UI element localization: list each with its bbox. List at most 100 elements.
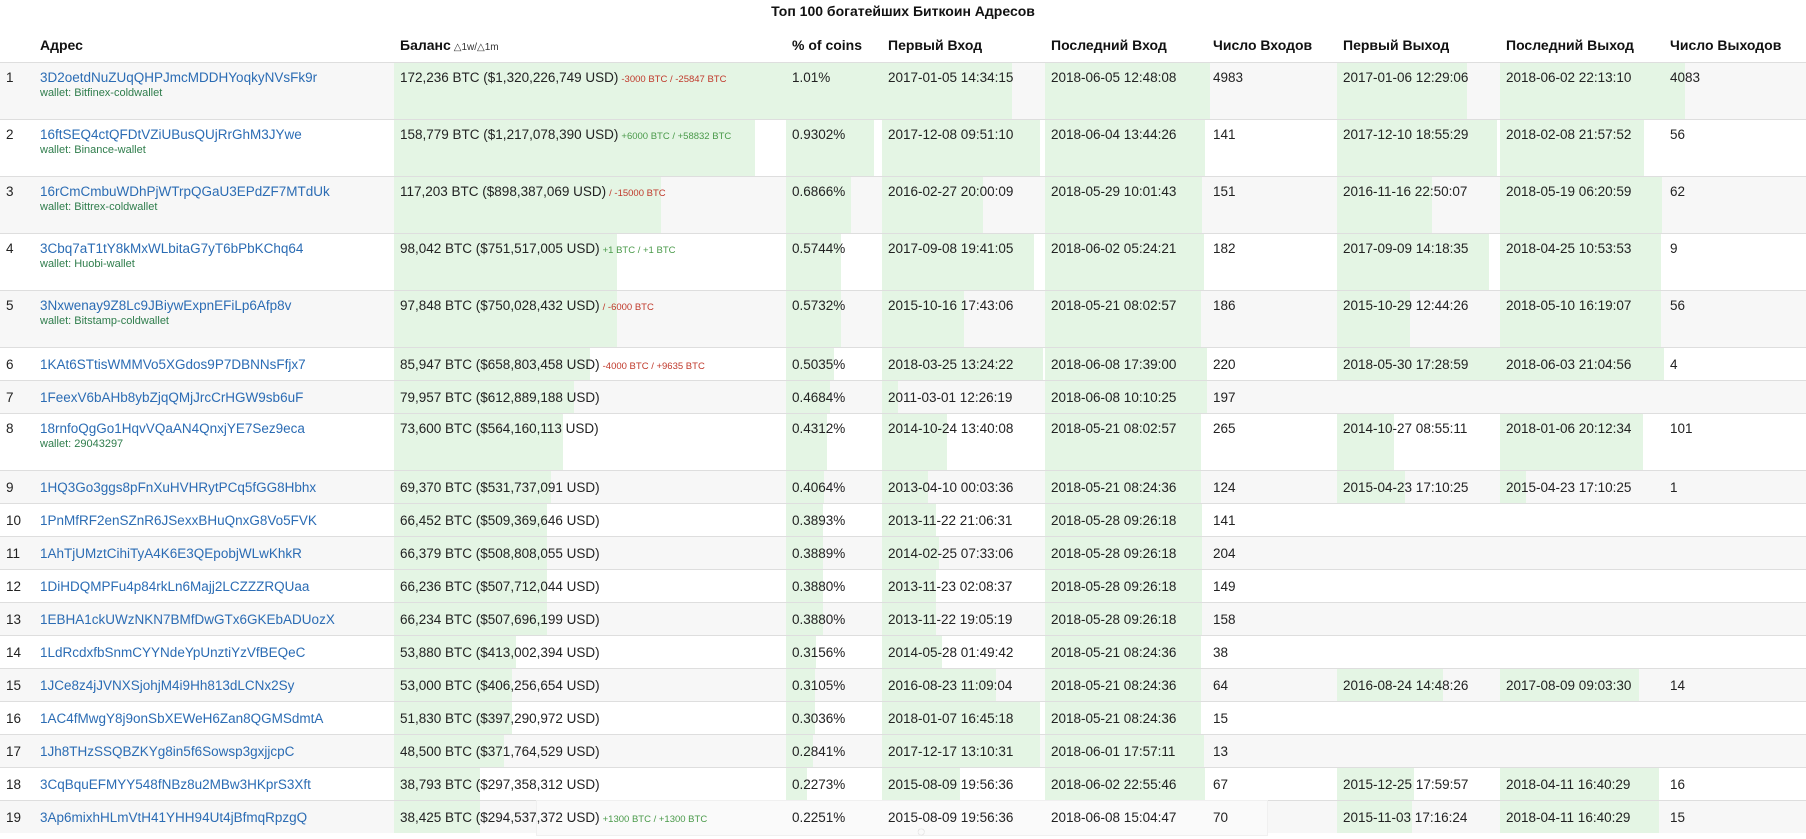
balance-cell-bar: [394, 669, 512, 701]
address-cell: 3D2oetdNuZUqQHPJmcMDDHYoqkyNVsFk9r wallet…: [34, 62, 394, 120]
address-link[interactable]: 1EBHA1ckUWzNKN7BMfDwGTx6GKEbADUozX: [40, 611, 335, 627]
col-ins-header[interactable]: Число Входов: [1213, 37, 1313, 53]
first-in-cell: 2011-03-01 12:26:19: [882, 380, 1045, 414]
address-link[interactable]: 16ftSEQ4ctQFDtVZiUBusQUjRrGhM3JYwe: [40, 127, 302, 142]
col-outs-header[interactable]: Число Выходов: [1670, 37, 1782, 53]
balance-cell: 172,236 BTC ($1,320,226,749 USD) -3000 BT…: [394, 62, 786, 120]
last-in-cell: 2018-06-01 17:57:11: [1045, 734, 1207, 768]
last-in-cell-bar: [1045, 636, 1201, 668]
first-out-cell: [1337, 536, 1500, 570]
col-last-in-header[interactable]: Последний Вход: [1051, 37, 1167, 53]
last-out-cell: [1500, 734, 1664, 768]
first-out-cell: 2015-11-03 17:16:24: [1337, 800, 1500, 833]
col-first-out-header[interactable]: Первый Выход: [1343, 37, 1450, 53]
ins-count-cell-value: 158: [1213, 611, 1236, 627]
balance-amount: 51,830 BTC ($397,290,972 USD): [400, 710, 600, 726]
first-in-cell-value: 2016-08-23 11:09:04: [888, 677, 1013, 693]
address-link[interactable]: 16rCmCmbuWDhPjWTrpQGaU3EPdZF7MTdUk: [40, 184, 330, 199]
first-in-cell-value: 2013-04-10 00:03:36: [888, 479, 1014, 495]
last-in-cell-bar: [1045, 603, 1203, 635]
balance-cell: 85,947 BTC ($658,803,458 USD) -4000 BTC /…: [394, 347, 786, 381]
col-first-in-header[interactable]: Первый Вход: [888, 37, 983, 53]
rich-list-table: Адрес Баланс △1w/△1m % of coins Первый Вх…: [0, 28, 1806, 833]
address-link[interactable]: 1LdRcdxfbSnmCYYNdeYpUnztiYzVfBEQeC: [40, 644, 306, 660]
last-out-cell-value: 2017-08-09 09:03:30: [1506, 677, 1632, 693]
outs-count-cell: 4083: [1664, 62, 1806, 120]
balance-cell-bar: [394, 504, 547, 536]
address-link[interactable]: 1AhTjUMztCihiTyA4K6E3QEpobjWLwKhkR: [40, 545, 302, 561]
last-in-cell-bar: [1045, 768, 1206, 800]
balance-value: 85,947 BTC ($658,803,458 USD) -4000 BTC /…: [400, 357, 705, 372]
first-out-cell-value: 2017-01-06 12:29:06: [1343, 70, 1469, 85]
address-link[interactable]: 1FeexV6bAHb8ybZjqQMjJrcCrHGW9sb6uF: [40, 389, 304, 405]
first-in-cell-bar: [882, 504, 936, 536]
balance-value: 53,000 BTC ($406,256,654 USD): [400, 678, 600, 693]
balance-amount: 53,000 BTC ($406,256,654 USD): [400, 677, 600, 693]
address-link[interactable]: 3Nxwenay9Z8Lc9JBiywExpnEFiLp6Afp8v: [40, 298, 292, 313]
first-out-cell-bar: [1337, 63, 1468, 119]
last-out-cell-value: 2018-02-08 21:57:52: [1506, 127, 1632, 142]
balance-cell: 98,042 BTC ($751,517,005 USD) +1 BTC / +1…: [394, 233, 786, 291]
first-out-cell-value: 2016-11-16 22:50:07: [1343, 184, 1468, 199]
address-link[interactable]: 1KAt6STtisWMMVo5XGdos9P7DBNNsFfjx7: [40, 356, 306, 372]
address-link[interactable]: 1DiHDQMPFu4p84rkLn6Majj2LCZZZRQUaa: [40, 578, 310, 594]
ins-count-cell-value: 70: [1213, 809, 1229, 825]
pct-cell: 0.3105%: [786, 668, 882, 702]
col-pct-header[interactable]: % of coins: [792, 37, 863, 53]
address-link[interactable]: 1HQ3Go3ggs8pFnXuHVHRytPCq5fGG8Hbhx: [40, 479, 317, 495]
pct-cell-value: 0.3880%: [792, 611, 846, 627]
last-in-cell-bar: [1045, 414, 1201, 470]
first-in-cell: 2015-08-09 19:56:36: [882, 767, 1045, 801]
last-out-cell: [1500, 701, 1664, 735]
pct-cell-value: 0.3105%: [792, 677, 846, 693]
last-out-cell: 2018-04-11 16:40:29: [1500, 800, 1664, 833]
address-link[interactable]: 3CqBquEFMYY548fNBz8u2MBw3HKprS3Xft: [40, 776, 311, 792]
address-link[interactable]: 1PnMfRF2enSZnR6JSexxBHuQnxG8Vo5FVK: [40, 512, 317, 528]
pct-cell: 0.5732%: [786, 290, 882, 348]
pct-cell-bar: [786, 735, 813, 767]
ins-count-cell-value: 220: [1213, 356, 1236, 372]
address-link[interactable]: 3Cbq7aT1tY8kMxWLbitaG7yT6bPbKChq64: [40, 241, 304, 256]
rank-cell: 12: [0, 569, 34, 603]
outs-count-cell-value: 9: [1670, 241, 1678, 256]
address-link[interactable]: 1Jh8THzSSQBZKYg8in5f6Sowsp3gxjjcpC: [40, 743, 295, 759]
col-last-out-header[interactable]: Последний Выход: [1506, 37, 1634, 53]
last-in-cell-bar: [1045, 177, 1203, 233]
first-out-cell: [1337, 734, 1500, 768]
first-out-cell-bar: [1337, 120, 1497, 176]
last-in-cell-value: 2018-05-21 08:24:36: [1051, 479, 1177, 495]
balance-value: 79,957 BTC ($612,889,188 USD): [400, 390, 600, 405]
balance-value: 73,600 BTC ($564,160,113 USD): [400, 421, 599, 436]
ins-count-cell: 220: [1207, 347, 1337, 381]
pct-cell-value: 0.2251%: [792, 809, 846, 825]
ins-count-cell: 141: [1207, 119, 1337, 177]
address-link[interactable]: 1AC4fMwgY8j9onSbXEWeH6Zan8QGMSdmtA: [40, 710, 324, 726]
table-header-row: Адрес Баланс △1w/△1m % of coins Первый Вх…: [0, 28, 1806, 63]
address-cell: 16ftSEQ4ctQFDtVZiUBusQUjRrGhM3JYwe wallet…: [34, 119, 394, 177]
last-out-cell-bar: [1500, 177, 1663, 233]
address-link[interactable]: 18rnfoQgGo1HqvVQaAN4QnxjYE7Sez9eca: [40, 421, 305, 436]
balance-value: 69,370 BTC ($531,737,091 USD): [400, 480, 600, 495]
address-link[interactable]: 3D2oetdNuZUqQHPJmcMDDHYoqkyNVsFk9r: [40, 70, 318, 85]
balance-amount: 66,234 BTC ($507,696,199 USD): [400, 611, 600, 627]
balance-amount: 73,600 BTC ($564,160,113 USD): [400, 421, 599, 436]
ins-count-cell: 158: [1207, 602, 1337, 636]
first-out-cell: 2016-08-24 14:48:26: [1337, 668, 1500, 702]
last-in-cell-value: 2018-05-21 08:24:36: [1051, 710, 1177, 726]
balance-value: 53,880 BTC ($413,002,394 USD): [400, 645, 600, 660]
address-link[interactable]: 1JCe8z4jJVNXSjohjM4i9Hh813dLCNx2Sy: [40, 677, 295, 693]
col-balance-header[interactable]: Баланс △1w/△1m: [400, 37, 499, 53]
last-in-cell: 2018-06-08 10:10:25: [1045, 380, 1207, 414]
outs-count-cell: [1664, 734, 1806, 768]
outs-count-cell-bar: [1664, 63, 1686, 119]
last-in-cell-value: 2018-06-08 10:10:25: [1051, 389, 1177, 405]
first-in-cell: 2017-12-17 13:10:31: [882, 734, 1045, 768]
address-link[interactable]: 3Ap6mixhHLmVtH41YHH94Ut4jBfmqRpzgQ: [40, 809, 308, 825]
pct-cell-bar: [786, 702, 815, 734]
last-in-cell-value: 2018-06-05 12:48:08: [1051, 70, 1177, 85]
col-address-header[interactable]: Адрес: [40, 37, 83, 53]
ins-count-cell-value: 141: [1213, 127, 1236, 142]
outs-count-cell: 16: [1664, 767, 1806, 801]
last-out-cell-bar: [1500, 63, 1664, 119]
rank-cell: 19: [0, 800, 34, 833]
